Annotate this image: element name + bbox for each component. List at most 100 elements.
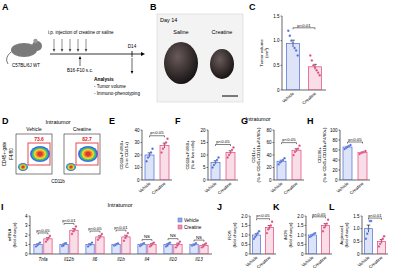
y-tick [29, 216, 31, 217]
significance-bracket [257, 219, 270, 221]
annotation: p<0.05 [312, 212, 326, 217]
data-point [370, 220, 372, 222]
significance-bracket [369, 218, 382, 220]
error-bar [313, 64, 317, 69]
y-axis [306, 216, 307, 254]
significance-bracket [168, 239, 178, 241]
annotation: p<0.01 [114, 225, 128, 230]
data-point [312, 64, 314, 66]
label: i.p. injection of creatine or saline [48, 30, 114, 35]
x-tick-label: Il10 [169, 257, 177, 262]
y-tick-label: 0 [357, 252, 360, 257]
y-axis-label-line: (% in CD45+) [124, 141, 129, 167]
y-axis [30, 216, 31, 254]
data-point [349, 144, 351, 146]
data-point [226, 156, 228, 158]
error-bar [46, 238, 50, 240]
y-tick-label: 60 [266, 140, 272, 145]
bar [164, 245, 172, 255]
y-tick-label: 20 [134, 153, 140, 158]
y-tick-label: 80 [332, 138, 338, 143]
y-tick-label: 10 [134, 165, 140, 170]
significance-bracket [282, 143, 297, 145]
y-axis [362, 216, 363, 254]
legend-label: Creatine [184, 225, 202, 230]
significance-bracket [38, 233, 48, 235]
data-point [127, 232, 129, 234]
label: - Tumor volume [94, 84, 126, 89]
y-tick-label: 0.5 [353, 239, 360, 244]
y-tick-label: 20 [200, 128, 206, 133]
data-point [39, 241, 41, 243]
bar [286, 44, 299, 90]
plot-area [309, 219, 330, 254]
bar [308, 67, 321, 90]
y-tick [361, 216, 363, 217]
significance-bracket [293, 28, 315, 30]
legend-swatch [178, 225, 182, 229]
data-point [151, 148, 153, 150]
photo-frame [157, 14, 243, 102]
annotation: p<0.05 [282, 137, 296, 142]
bar [160, 146, 169, 181]
y-tick [141, 155, 143, 156]
axes: 00.51.01.52.0iNOS(fold change) [283, 214, 332, 257]
annotation: p<0.05 [88, 226, 102, 231]
bar [292, 150, 301, 180]
significance-bracket [313, 217, 326, 219]
x-tick-label: Creatine [217, 181, 233, 196]
y-axis-label: CD206+(% in CD45+CD11b+F4/80+) [317, 127, 327, 183]
bar [226, 153, 235, 181]
data-point [179, 240, 181, 242]
injection-arrow-head [61, 49, 64, 52]
density [30, 146, 50, 162]
y-axis [274, 130, 275, 180]
y-tick-label: 1.5 [241, 223, 248, 228]
density [69, 165, 74, 169]
axes: 020406080CD11c+(% in CD45+CD11b+F4/80+) [251, 127, 304, 183]
annotation: p<0.05 [150, 130, 164, 135]
density [70, 166, 73, 168]
y-tick [305, 235, 307, 236]
y-tick-label: 3 [25, 223, 28, 228]
y-axis-label-line: (% in CD45+CD11b+F4/80+) [322, 127, 327, 183]
y-tick [141, 142, 143, 143]
flow-plot-frame [64, 134, 100, 174]
y-tick-label: 60 [332, 148, 338, 153]
y-tick [141, 130, 143, 131]
x-tick-label: Vehicle [281, 91, 295, 104]
significance-bracket [216, 145, 231, 147]
data-point [283, 157, 285, 159]
annotation: p<0.05 [36, 228, 50, 233]
axes: 00.51.01.5Tumor volume(cm³) [259, 14, 326, 93]
y-tick [305, 244, 307, 245]
data-point [228, 154, 230, 156]
analysis-arrow [132, 58, 133, 72]
y-tick-label: 0 [137, 178, 140, 183]
bar [211, 163, 220, 181]
y-tick [305, 225, 307, 226]
data-point [73, 228, 75, 230]
injection-arrow [70, 39, 71, 50]
y-axis [282, 16, 283, 90]
axes: 020406080100CD206+(% in CD45+CD11b+F4/80… [317, 127, 370, 183]
error-bar [367, 225, 371, 232]
y-tick-label: 80 [266, 128, 272, 133]
data-point [314, 67, 316, 69]
bar [148, 245, 156, 255]
panel-label: G [241, 116, 248, 126]
data-point [165, 141, 167, 143]
data-point [298, 144, 300, 146]
data-point [366, 233, 368, 235]
data-point [166, 138, 168, 140]
y-tick [305, 254, 307, 255]
plot-area [145, 138, 169, 180]
annotation: p<0.01 [297, 23, 311, 28]
significance-bracket [90, 231, 100, 233]
panel-label: D [2, 116, 9, 126]
gate [76, 143, 98, 165]
bar [343, 147, 352, 180]
mouse-tail [7, 52, 11, 64]
plot-area [277, 144, 301, 180]
tumor [164, 42, 198, 84]
